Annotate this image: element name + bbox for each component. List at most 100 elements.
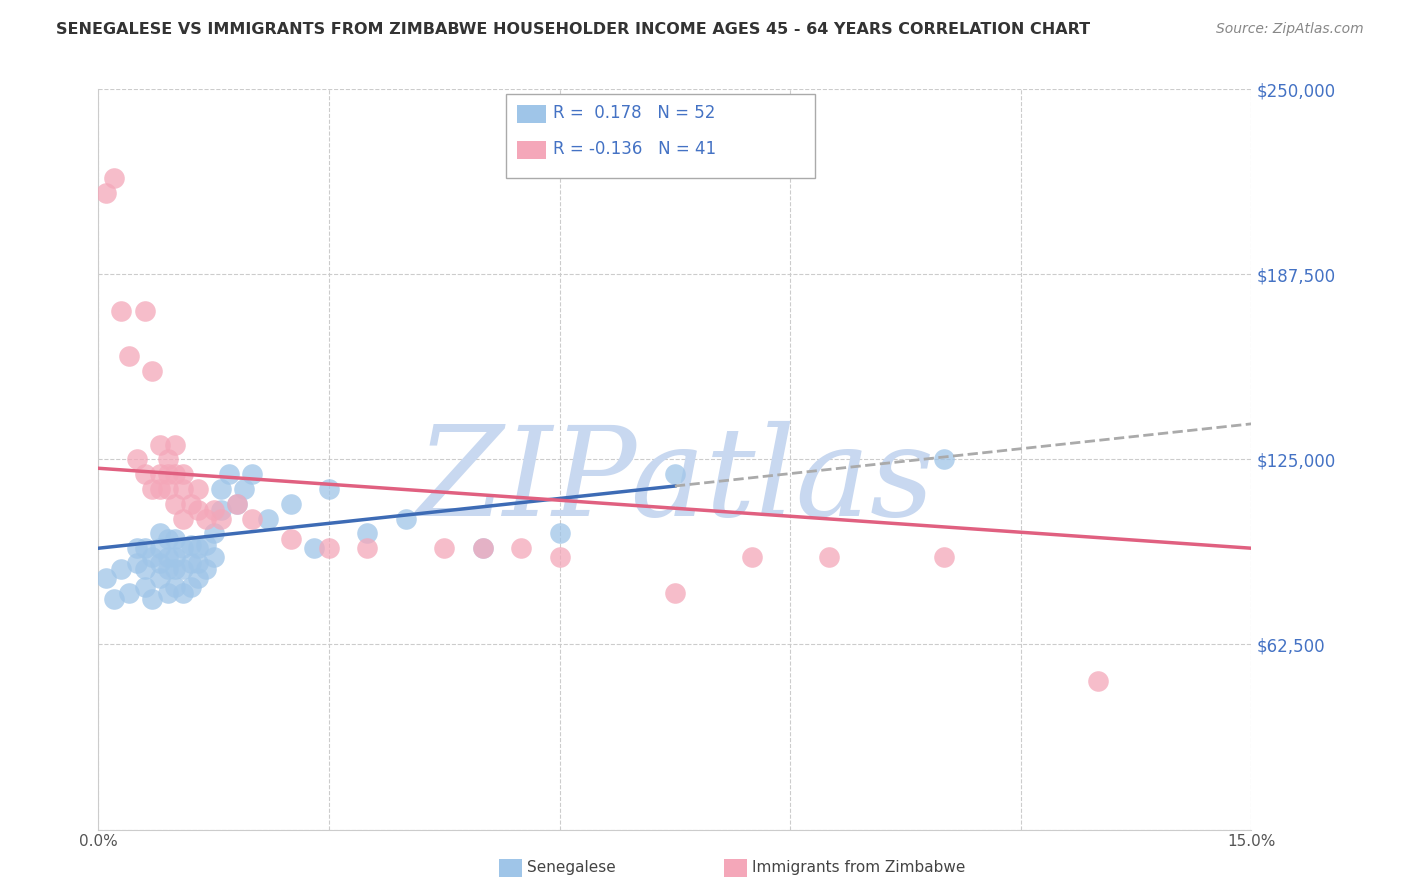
Point bbox=[209, 502, 232, 516]
Point bbox=[156, 550, 179, 565]
Point bbox=[195, 511, 218, 525]
Point bbox=[172, 541, 194, 556]
Point bbox=[433, 541, 456, 556]
Point bbox=[218, 467, 240, 482]
Point bbox=[195, 538, 218, 552]
Point bbox=[134, 541, 156, 556]
Point bbox=[280, 497, 302, 511]
Point bbox=[141, 363, 163, 377]
Point bbox=[149, 541, 172, 556]
Point bbox=[165, 550, 187, 565]
Point bbox=[165, 562, 187, 576]
Point bbox=[932, 452, 955, 467]
Point bbox=[125, 452, 148, 467]
Point bbox=[94, 186, 117, 200]
Point bbox=[156, 452, 179, 467]
Point bbox=[172, 562, 194, 576]
Point bbox=[149, 571, 172, 585]
Point bbox=[103, 171, 125, 186]
Point bbox=[110, 304, 132, 318]
Point bbox=[172, 585, 194, 599]
Point bbox=[225, 497, 247, 511]
Point bbox=[209, 511, 232, 525]
Point bbox=[256, 511, 278, 525]
Point bbox=[233, 482, 256, 496]
Point bbox=[318, 482, 340, 496]
Point bbox=[817, 550, 839, 565]
Point bbox=[202, 526, 225, 541]
Point bbox=[180, 497, 202, 511]
Point bbox=[149, 556, 172, 570]
Point bbox=[664, 467, 686, 482]
Point bbox=[1087, 674, 1109, 689]
Point bbox=[240, 511, 263, 525]
Point bbox=[318, 541, 340, 556]
Point bbox=[664, 585, 686, 599]
Point bbox=[165, 497, 187, 511]
Point bbox=[156, 467, 179, 482]
Text: ZIPatlas: ZIPatlas bbox=[416, 421, 934, 542]
Point bbox=[125, 556, 148, 570]
Point bbox=[180, 556, 202, 570]
Point bbox=[302, 541, 325, 556]
Point bbox=[118, 349, 141, 363]
Point bbox=[187, 541, 209, 556]
Point bbox=[209, 482, 232, 496]
Point bbox=[548, 550, 571, 565]
Point bbox=[187, 556, 209, 570]
Point bbox=[141, 550, 163, 565]
Point bbox=[134, 304, 156, 318]
Point bbox=[149, 482, 172, 496]
Point bbox=[141, 591, 163, 606]
Point bbox=[134, 562, 156, 576]
Point bbox=[471, 541, 494, 556]
Point bbox=[180, 538, 202, 552]
Point bbox=[225, 497, 247, 511]
Point bbox=[165, 437, 187, 451]
Point bbox=[125, 541, 148, 556]
Point bbox=[134, 580, 156, 594]
Point bbox=[156, 585, 179, 599]
Point bbox=[280, 533, 302, 547]
Text: Source: ZipAtlas.com: Source: ZipAtlas.com bbox=[1216, 22, 1364, 37]
Point bbox=[202, 502, 225, 516]
Point bbox=[156, 482, 179, 496]
Point bbox=[165, 467, 187, 482]
Point bbox=[149, 437, 172, 451]
Point bbox=[110, 562, 132, 576]
Point bbox=[149, 526, 172, 541]
Point bbox=[510, 541, 533, 556]
Point bbox=[156, 562, 179, 576]
Point bbox=[187, 482, 209, 496]
Point bbox=[195, 562, 218, 576]
Point bbox=[149, 467, 172, 482]
Point bbox=[165, 580, 187, 594]
Point bbox=[187, 571, 209, 585]
Point bbox=[202, 550, 225, 565]
Point bbox=[356, 541, 378, 556]
Point bbox=[741, 550, 763, 565]
Point bbox=[932, 550, 955, 565]
Text: SENEGALESE VS IMMIGRANTS FROM ZIMBABWE HOUSEHOLDER INCOME AGES 45 - 64 YEARS COR: SENEGALESE VS IMMIGRANTS FROM ZIMBABWE H… bbox=[56, 22, 1091, 37]
Point bbox=[165, 533, 187, 547]
Point bbox=[156, 533, 179, 547]
Point bbox=[134, 467, 156, 482]
Point bbox=[118, 585, 141, 599]
Point bbox=[187, 502, 209, 516]
Point bbox=[141, 482, 163, 496]
Text: Immigrants from Zimbabwe: Immigrants from Zimbabwe bbox=[752, 861, 966, 875]
Point bbox=[395, 511, 418, 525]
Point bbox=[94, 571, 117, 585]
Point bbox=[471, 541, 494, 556]
Point bbox=[172, 467, 194, 482]
Point bbox=[103, 591, 125, 606]
Point bbox=[180, 580, 202, 594]
Text: Senegalese: Senegalese bbox=[527, 861, 616, 875]
Point bbox=[240, 467, 263, 482]
Point bbox=[172, 511, 194, 525]
Text: R =  0.178   N = 52: R = 0.178 N = 52 bbox=[553, 104, 714, 122]
Point bbox=[356, 526, 378, 541]
Point bbox=[548, 526, 571, 541]
Point bbox=[172, 482, 194, 496]
Text: R = -0.136   N = 41: R = -0.136 N = 41 bbox=[553, 140, 716, 158]
